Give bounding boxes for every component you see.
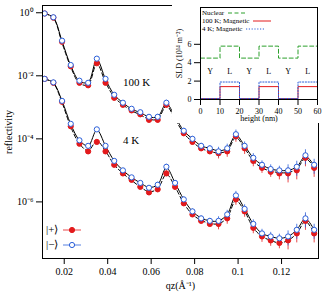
svg-text:L: L: [266, 67, 271, 76]
svg-text:SLD (10¹⁴ m⁻²): SLD (10¹⁴ m⁻²): [175, 29, 184, 79]
svg-text:10⁻²: 10⁻²: [18, 70, 34, 81]
svg-text:height (nm): height (nm): [240, 114, 278, 123]
svg-text:60: 60: [314, 107, 322, 116]
html-text:100 K; Magnetic: 100 K; Magnetic: [202, 17, 250, 25]
svg-text:2: 2: [188, 77, 192, 86]
svg-text:L: L: [305, 67, 310, 76]
svg-text:40: 40: [274, 107, 283, 117]
svg-text:10: 10: [216, 107, 224, 116]
svg-text:10⁰: 10⁰: [20, 7, 34, 18]
svg-text:0.1: 0.1: [232, 266, 245, 277]
svg-text:50: 50: [294, 107, 302, 116]
svg-text:0.02: 0.02: [55, 266, 73, 277]
svg-text:Y: Y: [246, 67, 252, 76]
svg-text:100 K: 100 K: [123, 76, 150, 88]
svg-text:30: 30: [255, 107, 263, 117]
svg-text:L: L: [227, 67, 232, 76]
svg-text:10⁻⁶: 10⁻⁶: [17, 196, 34, 207]
svg-text:6: 6: [188, 40, 192, 49]
svg-text:0.12: 0.12: [273, 266, 291, 277]
svg-text:Y: Y: [285, 67, 291, 76]
svg-text:reflectivity: reflectivity: [3, 110, 14, 154]
svg-text:0.08: 0.08: [186, 266, 204, 277]
svg-text:4: 4: [188, 58, 192, 67]
svg-text:4 K: 4 K: [123, 134, 139, 146]
html-text:Nuclear: Nuclear: [202, 9, 225, 17]
svg-text:0.06: 0.06: [142, 266, 160, 277]
svg-text:0: 0: [199, 107, 203, 116]
svg-text:10⁻⁴: 10⁻⁴: [17, 133, 34, 144]
svg-text:0.04: 0.04: [99, 266, 117, 277]
html-text:4 K; Magnetic: 4 K; Magnetic: [202, 25, 243, 33]
svg-text:Y: Y: [207, 67, 213, 76]
svg-text:20: 20: [235, 107, 244, 117]
svg-text:0: 0: [188, 95, 192, 104]
svg-text:qz(Å⁻¹): qz(Å⁻¹): [166, 280, 195, 292]
